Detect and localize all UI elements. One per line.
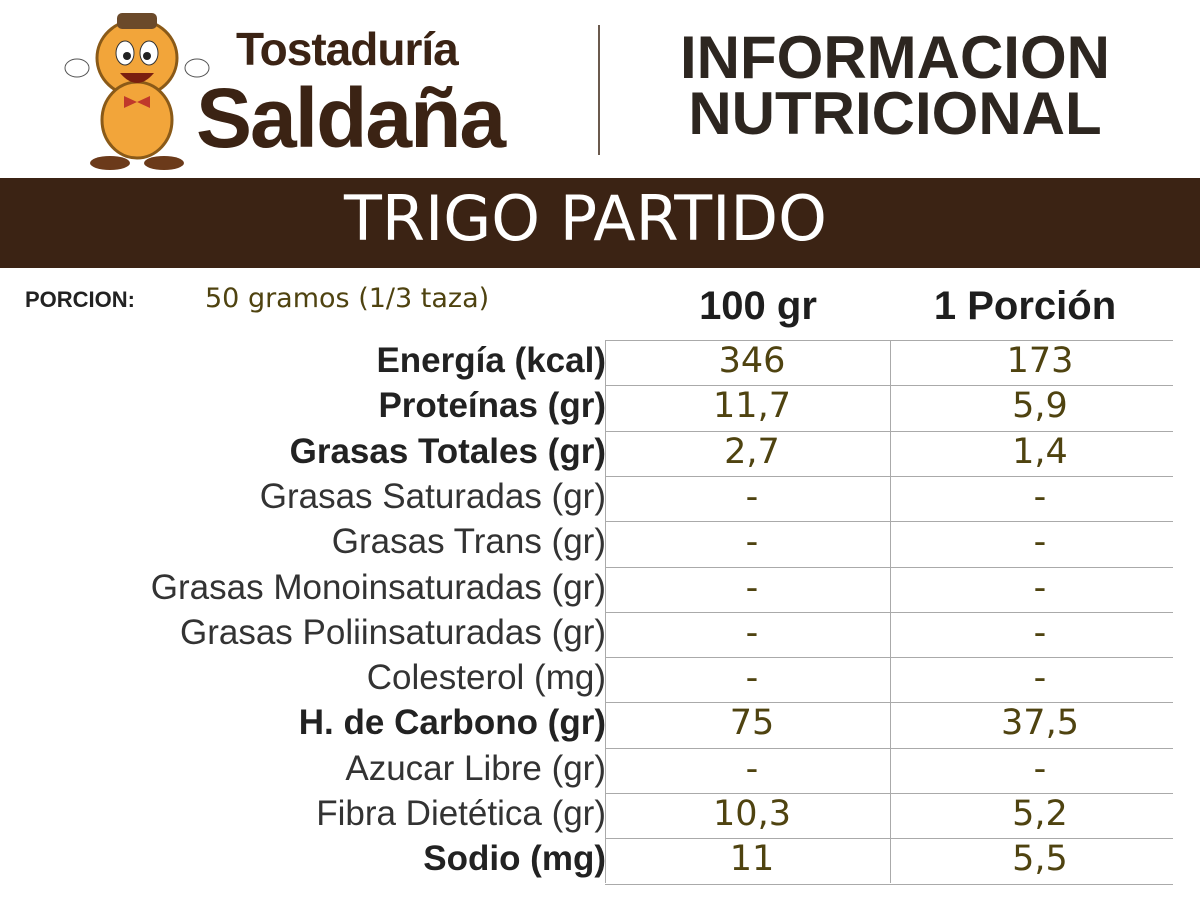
cell: - [1033,476,1047,517]
row-line [605,475,1173,477]
row-label: H. de Carbono (gr) [298,703,606,743]
row-line [605,340,1173,341]
title-line: NUTRICIONAL [688,80,1102,147]
row-label: Proteínas (gr) [378,386,606,426]
row-line [605,702,1173,704]
cell: 75 [729,703,775,744]
cell: 37,5 [1001,703,1079,744]
cell: 1,4 [1012,431,1068,472]
cell: - [1033,567,1047,608]
cell: - [745,476,759,517]
column-header: 100 gr [699,284,817,328]
banner [0,178,1200,268]
cell: 5,2 [1012,794,1068,834]
row-line [605,521,1173,523]
cell: - [745,748,759,789]
row-line [605,430,1173,432]
row-label: Grasas Monoinsaturadas (gr) [150,567,606,607]
cell: 5,9 [1012,386,1068,427]
cell: 173 [1006,341,1074,381]
cell: - [1033,748,1047,789]
row-line [605,838,1173,840]
row-label: Fibra Dietética (gr) [316,794,606,833]
cell: 11 [729,839,775,880]
column-line [605,340,606,883]
row-label: Colesterol (mg) [366,658,606,698]
row-label: Grasas Poliinsaturadas (gr) [180,612,606,652]
row-line [605,611,1173,613]
cell: - [745,658,759,699]
cell: 10,3 [713,794,791,834]
row-label: Energía (kcal) [376,341,606,380]
cell: 5,5 [1012,839,1068,880]
row-label: Grasas Saturadas (gr) [259,476,606,516]
cell: - [745,522,759,563]
cell: - [1033,612,1047,653]
mascot [64,13,210,170]
row-label: Grasas Trans (gr) [331,522,606,562]
row-line [605,657,1173,659]
column-header: 1 Porción [933,284,1117,328]
brand-line2: Saldaña [196,71,506,165]
brand-line1: Tostaduría [236,23,459,75]
cell: 346 [718,341,786,381]
title: INFORMACION NUTRICIONAL [665,24,1125,147]
cell: - [1033,658,1047,699]
row-label: Grasas Totales (gr) [289,431,606,471]
row-line [605,883,1173,885]
title-line: INFORMACION [680,24,1110,91]
cell: - [745,567,759,608]
row-line [605,793,1173,794]
cell: - [1033,522,1047,563]
portion-label: PORCION: [25,287,135,312]
cell: - [745,612,759,653]
row-line [605,566,1173,568]
cell: 11,7 [713,386,791,427]
product-name: TRIGO PARTIDO [344,182,827,255]
portion-value: 50 gramos (1/3 taza) [205,283,490,314]
row-label: Sodio (mg) [423,839,606,879]
cell: 2,7 [724,431,780,472]
row-line [605,747,1173,749]
row-label: Azucar Libre (gr) [345,748,606,788]
row-line [605,385,1173,387]
column-line [890,340,891,883]
separator [598,25,600,155]
